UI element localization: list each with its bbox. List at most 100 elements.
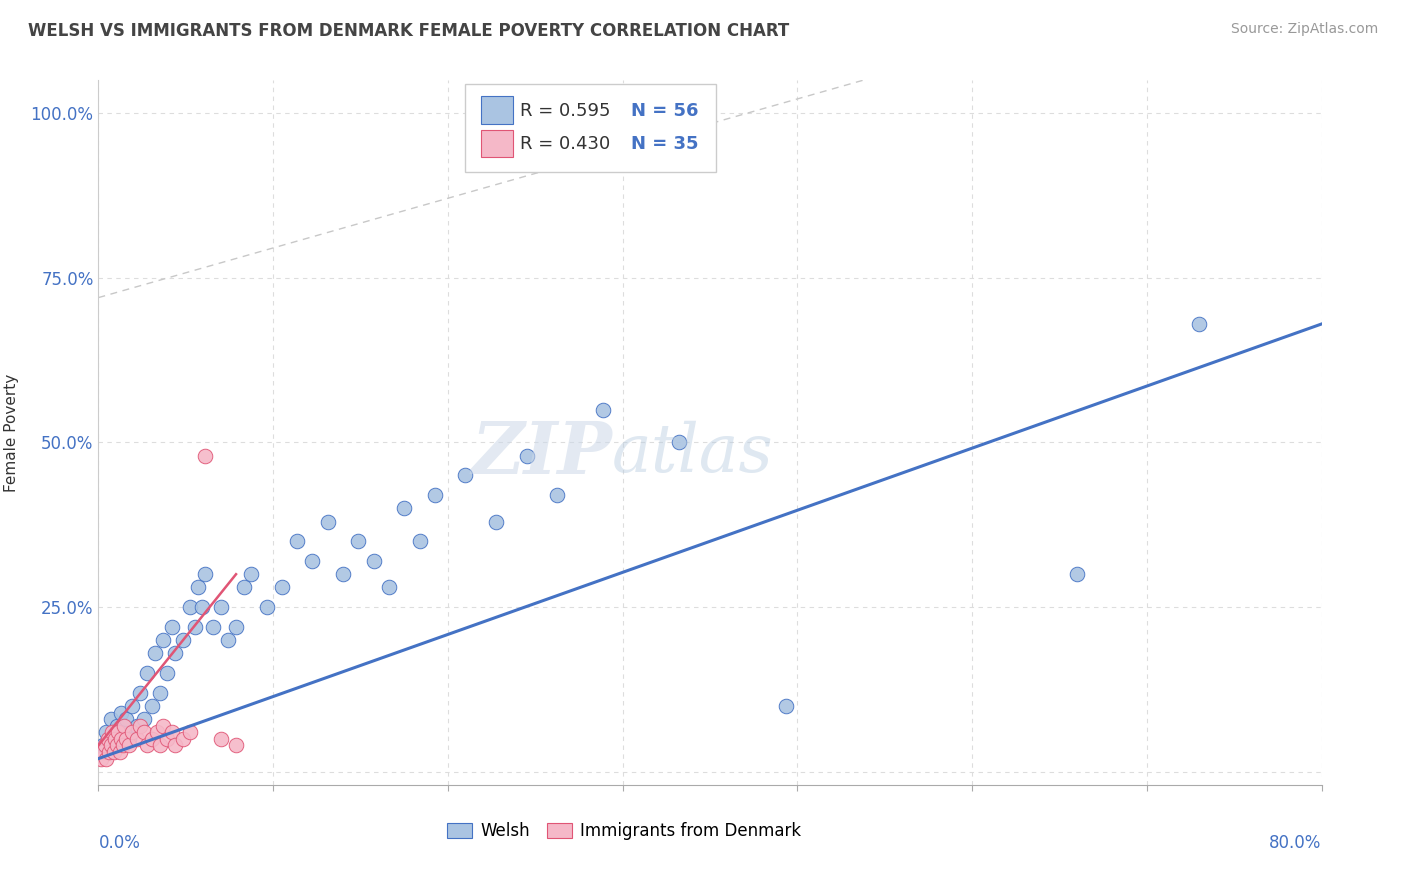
Point (332, 567, 354, 582)
Point (107, 739, 129, 753)
Point (232, 581, 254, 595)
Point (160, 725, 183, 739)
Point (152, 633, 174, 648)
Point (115, 712, 138, 726)
Point (301, 554, 323, 568)
FancyBboxPatch shape (481, 129, 513, 157)
Point (163, 739, 186, 753)
Point (145, 725, 167, 739)
Text: ZIP: ZIP (471, 418, 612, 489)
Point (141, 731, 163, 746)
Point (179, 600, 201, 615)
Point (90, 751, 112, 765)
Point (91, 739, 114, 753)
Point (105, 719, 128, 733)
Point (191, 600, 214, 615)
Point (103, 745, 125, 759)
Text: N = 35: N = 35 (630, 135, 697, 153)
Legend: Welsh, Immigrants from Denmark: Welsh, Immigrants from Denmark (440, 816, 808, 847)
Point (187, 581, 209, 595)
Point (128, 686, 150, 700)
Point (110, 706, 132, 720)
Point (423, 488, 446, 502)
Text: atlas: atlas (612, 421, 773, 486)
Point (156, 665, 179, 680)
Point (115, 731, 138, 746)
Point (107, 725, 129, 739)
Point (202, 620, 225, 634)
Point (516, 449, 538, 463)
Point (91, 745, 114, 759)
Point (103, 731, 125, 746)
Point (118, 731, 141, 746)
FancyBboxPatch shape (481, 96, 513, 124)
Point (97, 731, 120, 746)
Point (184, 620, 207, 634)
Point (110, 731, 132, 746)
Point (125, 731, 148, 746)
Point (775, 698, 797, 713)
Y-axis label: Female Poverty: Female Poverty (4, 374, 20, 491)
Point (240, 567, 263, 582)
Point (163, 646, 186, 660)
Point (194, 567, 217, 582)
Point (118, 739, 141, 753)
Point (136, 739, 159, 753)
Point (93, 739, 115, 753)
Point (152, 719, 174, 733)
Point (121, 725, 143, 739)
Point (378, 581, 401, 595)
Point (270, 581, 292, 595)
Text: N = 56: N = 56 (630, 102, 697, 120)
Point (100, 712, 122, 726)
Point (160, 620, 183, 634)
Point (347, 534, 370, 549)
Point (363, 554, 385, 568)
Point (408, 534, 430, 549)
Point (104, 731, 127, 746)
Point (156, 731, 179, 746)
Point (217, 633, 239, 648)
Text: 80.0%: 80.0% (1270, 834, 1322, 852)
Point (134, 725, 156, 739)
Point (112, 725, 135, 739)
Point (112, 719, 135, 733)
Point (94, 751, 117, 765)
Point (225, 739, 247, 753)
FancyBboxPatch shape (465, 84, 716, 172)
Point (149, 739, 172, 753)
Point (172, 633, 194, 648)
Point (128, 719, 150, 733)
Point (179, 725, 201, 739)
Point (209, 731, 232, 746)
Point (256, 600, 278, 615)
Point (454, 468, 477, 483)
Point (1066, 567, 1088, 582)
Point (316, 515, 339, 529)
Text: R = 0.595: R = 0.595 (520, 102, 612, 120)
Text: 0.0%: 0.0% (98, 834, 141, 852)
Point (105, 739, 128, 753)
Point (134, 712, 156, 726)
Text: R = 0.430: R = 0.430 (520, 135, 610, 153)
Text: WELSH VS IMMIGRANTS FROM DENMARK FEMALE POVERTY CORRELATION CHART: WELSH VS IMMIGRANTS FROM DENMARK FEMALE … (28, 22, 789, 40)
Point (592, 402, 614, 417)
Point (149, 686, 172, 700)
Point (136, 665, 159, 680)
Point (194, 449, 217, 463)
Point (98, 745, 121, 759)
Point (111, 739, 134, 753)
Text: Source: ZipAtlas.com: Source: ZipAtlas.com (1230, 22, 1378, 37)
Point (172, 731, 194, 746)
Point (101, 725, 124, 739)
Point (94, 725, 117, 739)
Point (121, 698, 143, 713)
Point (1188, 317, 1211, 331)
Point (143, 646, 166, 660)
Point (285, 534, 308, 549)
Point (485, 515, 508, 529)
Point (209, 600, 232, 615)
Point (668, 435, 690, 450)
Point (100, 739, 122, 753)
Point (392, 501, 416, 516)
